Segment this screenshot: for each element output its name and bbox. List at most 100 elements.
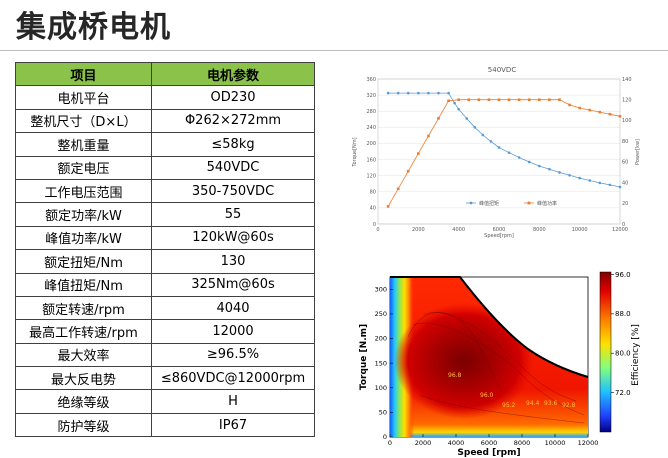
y2-axis-label: Power[kw] <box>635 139 641 165</box>
row-label: 整机尺寸（D×L） <box>15 108 152 134</box>
row-label: 最高工作转速/rpm <box>15 319 152 344</box>
row-label: 额定转速/rpm <box>15 295 152 321</box>
y-axis-label: Torque[Nm] <box>352 137 358 167</box>
table-row: 防护等级 IP67 <box>15 412 315 438</box>
legend-label-power: 峰值功率 <box>537 200 557 207</box>
torque-power-chart: 540VDC 0 40 80 120 160 200 240 280 320 360 0 20 40 6… <box>352 66 641 239</box>
data-point-torque <box>396 91 400 95</box>
data-point-torque <box>507 151 511 155</box>
data-point-power <box>406 169 410 173</box>
row-label: 防护等级 <box>15 412 152 438</box>
data-point-power <box>427 134 430 138</box>
data-point-torque <box>417 91 420 95</box>
data-point-torque <box>406 91 410 95</box>
row-label: 额定扭矩/Nm <box>15 249 152 274</box>
data-point-torque <box>453 101 456 105</box>
data-point-power <box>447 99 450 103</box>
table-row: 工作电压范围 350-750VDC <box>15 178 315 204</box>
data-point-power <box>578 106 581 110</box>
data-point-power <box>598 110 602 114</box>
contour-label-92-8: 92.8 <box>562 402 576 409</box>
colorbar-tick-label: 80.0 <box>615 350 631 358</box>
series-line-power <box>387 99 621 207</box>
data-point-torque <box>517 156 521 159</box>
y-tick-label: 160 <box>366 157 376 163</box>
x-tick-label: 4000 <box>452 227 465 233</box>
data-point-torque <box>497 146 501 149</box>
data-point-power <box>467 98 471 102</box>
row-value: IP67 <box>151 412 315 438</box>
row-value: ≥96.5% <box>151 342 315 368</box>
data-point-torque <box>568 173 571 177</box>
data-point-power <box>568 103 571 107</box>
map-y-axis-ticks: 0 50 100 150 200 250 300 <box>375 286 393 441</box>
data-point-torque <box>465 117 469 120</box>
y-tick-label: 0 <box>383 433 387 441</box>
peak-torque-envelope <box>390 276 589 378</box>
y2-tick-label: 100 <box>622 118 632 124</box>
row-value: 325Nm@60s <box>151 272 315 297</box>
row-label: 工作电压范围 <box>15 178 152 204</box>
data-point-power <box>507 98 511 102</box>
data-point-power <box>437 117 440 120</box>
y-tick-label: 100 <box>375 384 387 392</box>
data-point-torque <box>608 183 612 187</box>
spec-table: 项目 电机参数 电机平台 OD230 整机尺寸（D×L） Φ262×272mm 整机… <box>15 61 315 438</box>
colorbar <box>599 271 612 433</box>
contour-label-96-0: 96.0 <box>480 392 494 399</box>
row-label: 最大效率 <box>15 342 152 368</box>
row-value: Φ262×272mm <box>151 108 315 134</box>
data-point-torque <box>481 133 485 137</box>
row-value: 350-750VDC <box>151 178 315 204</box>
legend-marker-power <box>527 201 531 205</box>
table-row: 最大效率 ≥96.5% <box>15 342 315 368</box>
x-tick-label: 12000 <box>612 227 628 233</box>
row-label: 整机重量 <box>15 132 152 157</box>
contour-label-96-8: 96.8 <box>448 372 462 379</box>
row-value: ≤58kg <box>151 132 315 157</box>
table-row: 最大反电势 ≤860VDC@12000rpm <box>15 366 315 391</box>
data-point-power <box>527 98 531 102</box>
data-point-power <box>477 98 481 102</box>
x-tick-label: 8000 <box>533 227 546 233</box>
x-axis-ticks: 0 2000 4000 6000 8000 10000 12000 <box>376 227 628 233</box>
data-point-torque <box>437 91 440 95</box>
row-label: 最大反电势 <box>15 366 152 391</box>
efficiency-map-chart: 96.8 96.0 95.2 94.4 93.6 92.8 0 50 100 150 2… <box>359 271 641 458</box>
data-point-power <box>548 98 551 102</box>
data-point-power <box>396 187 400 191</box>
table-row: 整机尺寸（D×L） Φ262×272mm <box>15 108 315 134</box>
y2-tick-label: 20 <box>622 201 628 207</box>
data-point-torque <box>558 171 561 174</box>
x-tick-label: 6000 <box>493 227 506 233</box>
legend-label-torque: 峰值扭矩 <box>479 200 499 207</box>
page-title: 集成桥电机 <box>16 10 171 45</box>
data-point-torque <box>618 185 622 189</box>
y2-tick-label: 140 <box>622 77 632 83</box>
table-row: 绝缘等级 H <box>15 389 315 414</box>
chart-title: 540VDC <box>488 66 517 74</box>
chart-series <box>386 91 622 208</box>
data-point-power <box>417 152 420 155</box>
row-value: ≤860VDC@12000rpm <box>151 366 315 391</box>
x-axis-label: Speed[rpm] <box>484 233 514 239</box>
data-point-power <box>538 98 541 102</box>
data-point-power <box>497 98 501 102</box>
x-tick-label: 8000 <box>514 439 531 447</box>
y-tick-label: 240 <box>366 125 376 131</box>
contour-label-95-2: 95.2 <box>502 402 516 409</box>
map-x-axis-label: Speed [rpm] <box>457 448 520 458</box>
y-tick-label: 120 <box>366 173 376 179</box>
colorbar-label: Efficiency [%] <box>631 324 641 386</box>
row-label: 峰值扭矩/Nm <box>15 272 152 297</box>
x-tick-label: 10000 <box>572 227 588 233</box>
y2-tick-label: 60 <box>622 160 628 166</box>
data-point-torque <box>386 91 390 95</box>
table-row: 最高工作转速/rpm 12000 <box>15 319 315 344</box>
y-tick-label: 250 <box>375 310 387 318</box>
row-label: 额定电压 <box>15 155 152 180</box>
row-label: 绝缘等级 <box>15 389 152 414</box>
x-tick-label: 6000 <box>481 439 498 447</box>
data-point-power <box>386 205 390 208</box>
data-point-torque <box>457 107 460 111</box>
